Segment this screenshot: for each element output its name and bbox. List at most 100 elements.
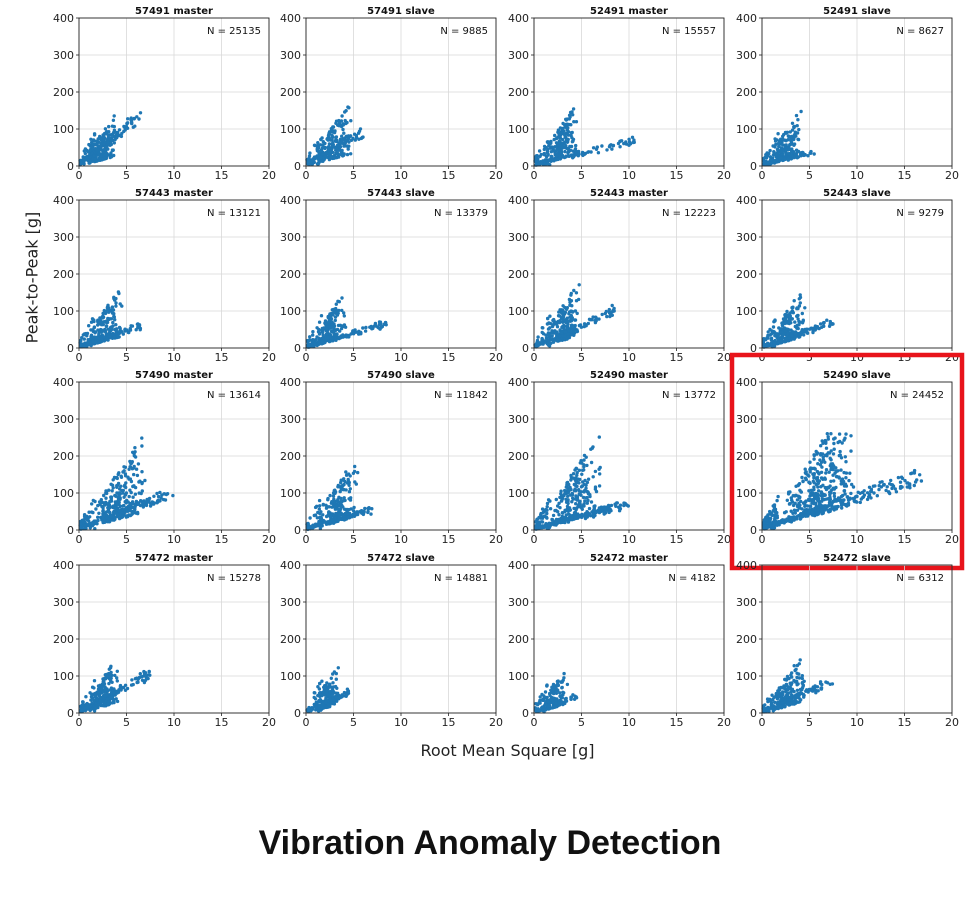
scatter-point bbox=[159, 496, 163, 500]
scatter-point bbox=[597, 484, 602, 488]
scatter-point bbox=[103, 131, 107, 136]
scatter-point bbox=[545, 140, 550, 144]
scatter-point bbox=[797, 127, 801, 132]
scatter-point bbox=[125, 514, 129, 518]
scatter-point bbox=[766, 330, 770, 334]
scatter-point bbox=[827, 496, 831, 501]
x-tick-label: 10 bbox=[622, 169, 636, 182]
scatter-point bbox=[88, 148, 93, 153]
scatter-point bbox=[101, 328, 106, 332]
scatter-point bbox=[772, 521, 776, 526]
x-tick-label: 20 bbox=[945, 169, 959, 182]
scatter-point bbox=[610, 310, 614, 314]
scatter-point bbox=[316, 510, 320, 515]
x-tick-label: 20 bbox=[262, 169, 276, 182]
scatter-point bbox=[844, 460, 848, 464]
scatter-point bbox=[580, 472, 584, 476]
scatter-point bbox=[548, 499, 552, 503]
scatter-point bbox=[796, 118, 800, 122]
scatter-point bbox=[824, 446, 829, 450]
scatter-point bbox=[575, 506, 579, 510]
scatter-point bbox=[808, 470, 812, 474]
scatter-point bbox=[538, 525, 543, 529]
scatter-point bbox=[790, 128, 795, 132]
scatter-point bbox=[324, 506, 329, 510]
scatter-point bbox=[351, 471, 356, 475]
scatter-point bbox=[567, 512, 571, 516]
scatter-point bbox=[582, 458, 586, 462]
scatter-point bbox=[793, 320, 797, 324]
scatter-point bbox=[559, 519, 564, 524]
scatter-point bbox=[774, 154, 778, 159]
scatter-point bbox=[336, 155, 341, 159]
scatter-point bbox=[112, 114, 116, 118]
scatter-point bbox=[805, 330, 809, 335]
scatter-point bbox=[323, 145, 327, 150]
scatter-point bbox=[116, 335, 121, 339]
scatter-point bbox=[352, 505, 356, 510]
scatter-point bbox=[107, 130, 111, 134]
scatter-point bbox=[99, 330, 103, 334]
scatter-point bbox=[138, 672, 142, 676]
y-tick-label: 400 bbox=[508, 12, 529, 25]
scatter-point bbox=[823, 485, 827, 490]
x-tick-label: 20 bbox=[262, 351, 276, 364]
scatter-point bbox=[115, 669, 120, 673]
scatter-point bbox=[905, 485, 909, 489]
scatter-point bbox=[564, 155, 568, 159]
scatter-point bbox=[918, 473, 922, 477]
y-tick-label: 100 bbox=[280, 487, 301, 500]
scatter-point bbox=[103, 145, 107, 149]
scatter-point bbox=[560, 155, 564, 159]
scatter-point bbox=[324, 503, 328, 507]
y-tick-label: 100 bbox=[508, 487, 529, 500]
scatter-point bbox=[341, 123, 345, 127]
scatter-point bbox=[607, 510, 611, 515]
y-tick-label: 100 bbox=[53, 305, 74, 318]
scatter-point bbox=[551, 513, 556, 518]
scatter-point bbox=[91, 521, 96, 525]
scatter-point bbox=[812, 498, 816, 503]
scatter-point bbox=[812, 457, 816, 461]
scatter-point bbox=[111, 504, 115, 508]
scatter-point bbox=[570, 304, 574, 308]
y-tick-label: 100 bbox=[508, 123, 529, 136]
scatter-point bbox=[779, 327, 783, 331]
scatter-point bbox=[572, 120, 576, 124]
scatter-point bbox=[542, 151, 546, 156]
y-tick-label: 0 bbox=[750, 342, 757, 355]
scatter-point bbox=[103, 701, 107, 706]
scatter-point bbox=[118, 329, 122, 333]
scatter-point bbox=[808, 504, 813, 508]
scatter-point bbox=[816, 485, 820, 489]
scatter-point bbox=[577, 481, 581, 485]
scatter-point bbox=[844, 476, 848, 480]
scatter-point bbox=[768, 158, 773, 162]
scatter-point bbox=[82, 513, 87, 517]
scatter-point bbox=[808, 460, 812, 464]
scatter-point bbox=[86, 523, 91, 527]
scatter-point bbox=[824, 471, 828, 475]
scatter-point bbox=[123, 493, 128, 497]
y-tick-label: 100 bbox=[53, 123, 74, 136]
scatter-point bbox=[536, 335, 540, 339]
scatter-point bbox=[105, 140, 110, 145]
scatter-point bbox=[815, 451, 820, 455]
scatter-point bbox=[84, 695, 88, 699]
scatter-point bbox=[146, 676, 150, 681]
scatter-point bbox=[555, 338, 559, 343]
scatter-point bbox=[843, 455, 847, 459]
scatter-point bbox=[550, 334, 554, 338]
scatter-point bbox=[104, 496, 108, 500]
scatter-point bbox=[321, 502, 325, 507]
x-tick-label: 20 bbox=[717, 169, 731, 182]
scatter-point bbox=[839, 468, 843, 472]
scatter-point bbox=[602, 510, 606, 515]
scatter-point bbox=[565, 126, 569, 131]
x-tick-label: 10 bbox=[167, 533, 181, 546]
scatter-point bbox=[576, 153, 581, 157]
scatter-point bbox=[91, 339, 95, 344]
scatter-point bbox=[576, 477, 580, 481]
scatter-point bbox=[798, 293, 802, 297]
scatter-point bbox=[138, 479, 142, 483]
